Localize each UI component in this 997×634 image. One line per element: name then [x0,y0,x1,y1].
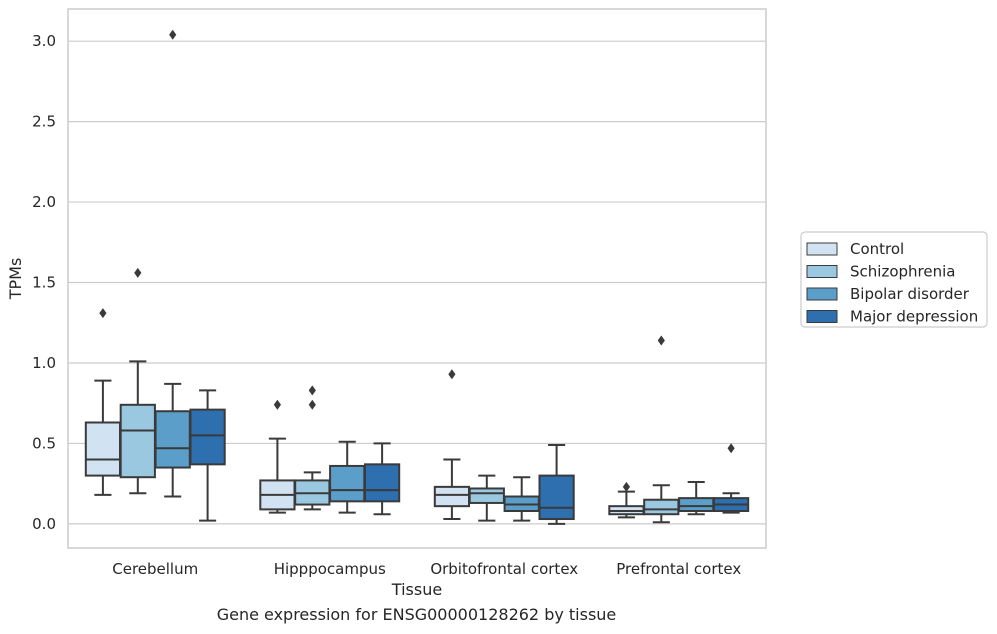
x-tick-label: Orbitofrontal cortex [430,560,578,578]
legend-swatch [806,242,838,256]
legend-label: Major depression [850,308,978,326]
x-tick-label: Cerebellum [112,560,198,578]
box-schizophrenia [119,267,156,495]
outlier-point [99,308,107,319]
box-bipolar-disorder [154,29,191,498]
iqr-box [84,421,122,477]
outlier-point [308,385,316,396]
iqr-box [363,463,401,503]
outlier-point [622,481,630,492]
outlier-point [727,443,735,454]
box-major-depression [538,444,575,525]
iqr-box [643,498,680,516]
x-tick-label: Prefrontal cortex [616,560,741,578]
outlier-point [134,267,142,278]
y-tick-labels: 0.0 0.5 1.0 1.5 2.0 2.5 3.0 [32,32,56,533]
y-tick-label: 3.0 [32,32,56,50]
box-schizophrenia [294,385,331,511]
box-schizophrenia [468,474,505,522]
box-control [608,481,645,519]
y-tick-label: 2.5 [32,113,56,131]
x-axis-label: Tissue [391,580,442,599]
box-bipolar-disorder [329,440,366,514]
y-tick-label: 2.0 [32,193,56,211]
plot-frame [67,8,767,549]
legend-frame [800,231,988,328]
legend-label: Schizophrenia [850,263,955,281]
iqr-box [189,408,226,466]
legend-swatch [806,310,838,323]
outlier-point [308,399,316,410]
box-schizophrenia [643,335,680,524]
iqr-box [538,474,575,521]
legend-swatch [806,265,838,278]
iqr-box [678,497,715,512]
y-tick-label: 1.5 [32,274,56,292]
legend-swatch [806,287,838,301]
y-tick-label: 0.5 [32,434,56,452]
box-bipolar-disorder [503,476,540,522]
box-major-depression [189,389,226,522]
y-tick-label: 1.0 [32,354,56,372]
box-control [433,369,471,521]
box-major-depression [712,443,750,514]
legend-label: Control [850,240,904,258]
iqr-box [154,410,191,469]
outlier-point [273,399,281,410]
box-control [84,308,122,496]
x-tick-label: Hipppocampus [274,560,386,578]
x-tick-labels: Cerebellum Hipppocampus Orbitofrontal cort… [112,560,741,578]
iqr-box [433,485,471,508]
y-axis-label: TPMs [6,258,25,301]
iqr-box [329,464,366,503]
outlier-point [169,29,177,40]
box-plots [84,29,750,525]
box-major-depression [363,442,401,516]
iqr-box [468,487,505,504]
outlier-point [448,369,456,380]
figure-caption: Gene expression for ENSG00000128262 by t… [216,605,617,624]
legend-label: Bipolar disorder [850,285,970,303]
y-tick-label: 0.0 [32,515,56,533]
iqr-box [119,403,156,479]
box-bipolar-disorder [678,481,715,516]
outlier-point [657,335,665,346]
box-control [259,399,296,514]
legend: Control Schizophrenia Bipolar disorder Majo… [800,231,988,328]
